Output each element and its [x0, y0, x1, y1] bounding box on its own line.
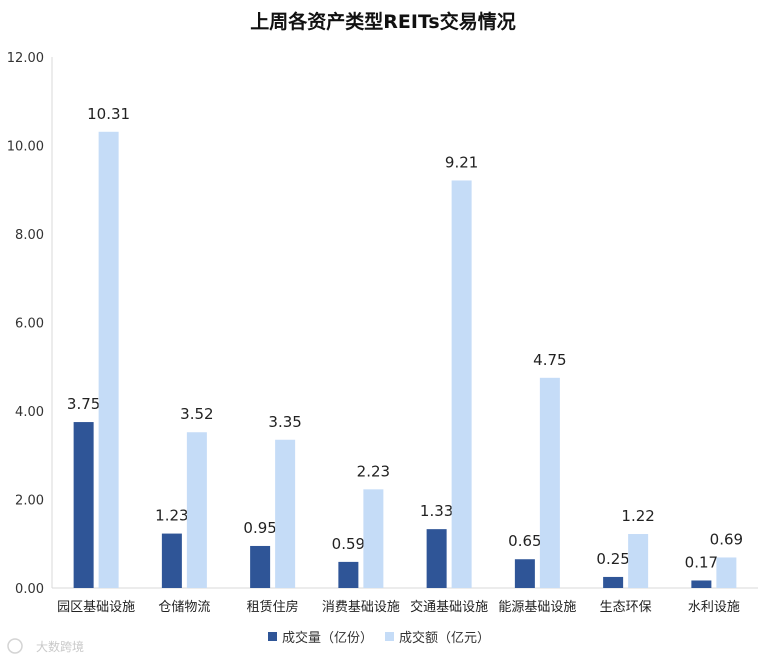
data-label: 0.65: [508, 532, 541, 550]
bar-turnover: [98, 131, 119, 588]
legend: 成交量（亿份） 成交额（亿元）: [268, 630, 490, 646]
data-label: 0.25: [596, 550, 629, 568]
y-tick-label: 10.00: [7, 140, 44, 155]
data-label: 1.33: [420, 502, 453, 520]
data-label: 2.23: [357, 462, 390, 480]
bar-volume: [426, 529, 447, 588]
x-tick-label: 消费基础设施: [322, 600, 400, 615]
y-tick-label: 4.00: [15, 405, 44, 420]
bar-volume: [73, 422, 94, 588]
plot-area: 3.75 10.31 1.23 3.52 0.95 3.35 0.59 2.23 1.33 9.2…: [67, 105, 743, 588]
x-tick-label: 生态环保: [600, 600, 652, 615]
data-label: 0.59: [332, 535, 365, 553]
bar-volume: [691, 580, 712, 588]
bar-turnover: [186, 432, 207, 588]
y-tick-label: 2.00: [15, 494, 44, 509]
bar-turnover: [275, 439, 296, 588]
data-label: 3.35: [268, 413, 301, 431]
data-label: 0.69: [710, 530, 743, 548]
bar-volume: [603, 576, 624, 588]
data-label: 9.21: [445, 153, 478, 171]
x-tick-label: 园区基础设施: [57, 600, 135, 615]
x-tick-label: 交通基础设施: [410, 599, 488, 615]
bar-volume: [514, 559, 535, 588]
data-label: 1.22: [621, 507, 654, 525]
y-tick-label: 12.00: [7, 51, 44, 66]
x-tick-label: 租赁住房: [247, 599, 299, 615]
bar-volume: [250, 545, 271, 588]
chart-title: 上周各资产类型REITs交易情况: [250, 10, 515, 33]
bar-turnover: [716, 557, 737, 588]
x-tick-label: 仓储物流: [158, 600, 210, 615]
bar-volume: [338, 561, 359, 588]
watermark-logo-icon: [7, 638, 23, 654]
x-tick-label: 能源基础设施: [498, 600, 576, 615]
data-label: 1.23: [155, 507, 188, 525]
bar-turnover: [628, 534, 649, 588]
x-axis: 园区基础设施 仓储物流 租赁住房 消费基础设施 交通基础设施 能源基础设施 生态环保 水利设施: [57, 599, 740, 615]
data-label: 4.75: [533, 351, 566, 369]
legend-swatch-turnover: [385, 632, 394, 641]
data-label: 3.52: [180, 405, 213, 423]
y-tick-label: 6.00: [15, 317, 44, 332]
legend-swatch-volume: [268, 632, 277, 641]
data-label: 0.95: [243, 519, 276, 537]
x-tick-label: 水利设施: [688, 600, 740, 615]
bar-turnover: [451, 180, 472, 588]
bar-turnover: [539, 377, 560, 588]
bar-turnover: [363, 489, 384, 588]
data-label: 10.31: [87, 105, 130, 123]
legend-label-turnover: 成交额（亿元）: [399, 630, 490, 646]
watermark: 大数跨境: [7, 638, 84, 654]
legend-label-volume: 成交量（亿份）: [282, 630, 373, 646]
y-tick-label: 8.00: [15, 228, 44, 243]
bar-volume: [161, 533, 182, 588]
watermark-text: 大数跨境: [36, 639, 84, 654]
data-label: 0.17: [685, 553, 718, 571]
data-label: 3.75: [67, 395, 100, 413]
y-tick-label: 0.00: [15, 582, 44, 597]
